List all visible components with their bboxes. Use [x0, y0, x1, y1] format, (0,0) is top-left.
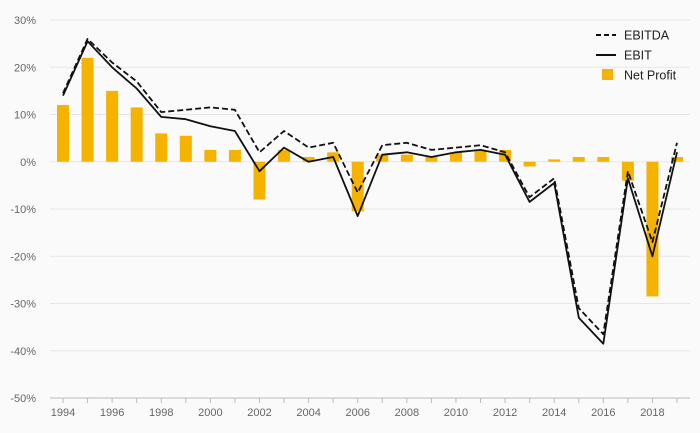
net-profit-bar [302, 157, 315, 162]
y-tick-label: 10% [14, 110, 36, 122]
ebit-line [62, 40, 678, 345]
x-tick-label: 2000 [198, 407, 222, 419]
net-profit-bar [57, 105, 69, 162]
y-tick-label: 20% [14, 62, 36, 74]
net-profit-bar [671, 157, 683, 162]
net-profit-bar [253, 161, 266, 200]
axes: 30% 20% 10% 0% -10% -20% -30% -40% -50% 1994 1996 1… [10, 15, 690, 419]
net-profit-bar [228, 149, 241, 162]
x-tick-label: 2006 [345, 407, 369, 419]
net-profit-bar [351, 161, 364, 212]
net-profit-bar [548, 159, 561, 162]
net-profit-bar [179, 135, 192, 162]
net-profit-bar [425, 157, 438, 162]
net-profit-bar [400, 154, 413, 162]
net-profit-bar [81, 57, 94, 162]
net-profit-bar [597, 157, 610, 162]
net-profit-bars [57, 57, 683, 297]
x-tick-label: 1998 [149, 407, 173, 419]
x-tick-label: 2014 [542, 407, 566, 419]
x-tick-label: 2012 [493, 407, 517, 419]
y-tick-label: -10% [10, 204, 36, 216]
x-tick-label: 2016 [591, 407, 615, 419]
x-tick-label: 2002 [247, 407, 271, 419]
legend-label-ebitda: EBITDA [624, 29, 670, 43]
net-profit-bar [523, 161, 536, 167]
net-profit-bar [278, 149, 291, 162]
net-profit-bar [449, 152, 462, 162]
y-tick-label: 30% [14, 15, 36, 27]
legend-label-ebit: EBIT [624, 49, 652, 63]
x-tick-label: 2008 [395, 407, 419, 419]
x-tick-label: 2018 [640, 407, 664, 419]
net-profit-bar [106, 90, 119, 162]
net-profit-bar [572, 157, 585, 162]
net-profit-bar [376, 154, 389, 162]
x-tick-label: 2004 [296, 407, 320, 419]
y-tick-label: -30% [10, 299, 36, 311]
net-profit-bar [130, 107, 143, 162]
line-series [62, 38, 678, 345]
net-profit-bar [204, 149, 217, 162]
legend-swatch-net-profit [602, 69, 613, 80]
net-profit-bar [621, 161, 634, 181]
x-tick-label: 1996 [100, 407, 124, 419]
y-tick-label: -40% [10, 346, 36, 358]
y-tick-label: -50% [10, 393, 36, 405]
y-tick-label: 0% [20, 157, 36, 169]
y-tick-label: -20% [10, 251, 36, 263]
x-tick-label: 1994 [51, 407, 75, 419]
net-profit-bar [646, 161, 659, 297]
x-tick-label: 2010 [444, 407, 468, 419]
legend-label-net-profit: Net Profit [624, 69, 677, 83]
net-profit-bar [155, 133, 168, 162]
legend: EBITDA EBIT Net Profit [596, 29, 677, 83]
net-profit-bar [474, 149, 487, 162]
